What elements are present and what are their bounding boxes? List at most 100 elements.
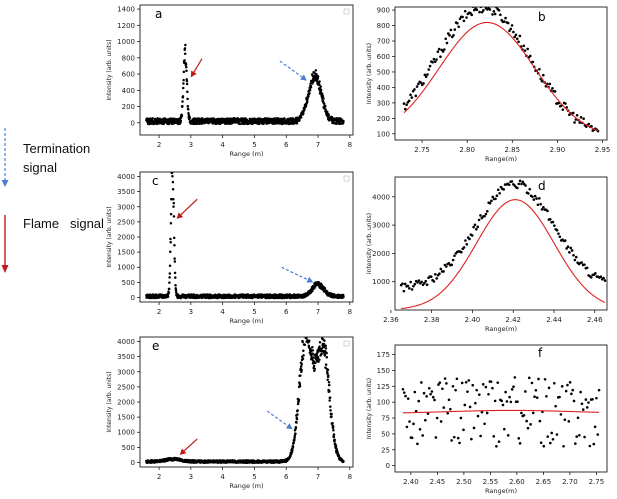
data-point	[330, 415, 333, 418]
x-tick-label: 2.70	[562, 478, 578, 486]
data-point	[464, 239, 467, 242]
termination-arrow-icon	[266, 410, 293, 430]
data-point	[299, 365, 303, 368]
y-tick-label: 900	[377, 7, 390, 15]
data-point	[171, 161, 174, 164]
data-point	[498, 192, 501, 195]
data-point	[463, 9, 467, 13]
data-point	[311, 345, 314, 349]
data-point	[325, 356, 329, 359]
data-point	[311, 349, 315, 352]
data-point	[305, 317, 308, 320]
data-point	[535, 197, 538, 200]
y-axis-label: Intensity (arb. units)	[366, 378, 373, 439]
y-tick-label: 500	[122, 279, 135, 287]
data-layer	[401, 376, 601, 448]
x-tick-label: 7	[316, 473, 320, 481]
data-point	[300, 370, 303, 374]
data-point	[422, 82, 425, 85]
data-point	[553, 224, 556, 227]
data-point	[317, 280, 320, 284]
legend-box	[343, 340, 350, 347]
data-point	[318, 80, 321, 83]
data-point	[172, 201, 176, 205]
data-point	[181, 86, 185, 90]
data-point	[480, 10, 484, 14]
data-point	[173, 260, 177, 263]
data-point	[442, 270, 445, 273]
data-point	[302, 333, 305, 336]
data-point	[180, 114, 184, 118]
data-point	[545, 395, 548, 398]
data-point	[567, 420, 571, 423]
data-point	[512, 30, 515, 34]
data-point	[302, 349, 305, 352]
data-point	[471, 383, 475, 387]
data-point	[518, 442, 522, 445]
x-tick-label: 2.75	[414, 146, 430, 154]
data-point	[407, 99, 411, 103]
data-point	[506, 434, 510, 437]
data-point	[452, 435, 456, 439]
x-tick-label: 2.40	[403, 478, 419, 486]
y-tick-label: 75	[381, 415, 390, 423]
data-point	[474, 401, 477, 405]
data-point	[331, 421, 334, 425]
fit-curve	[402, 409, 600, 414]
data-point	[327, 380, 331, 384]
data-point	[517, 182, 521, 186]
data-point	[505, 400, 509, 403]
y-tick-label: 4000	[117, 173, 135, 181]
y-tick-label: 4000	[372, 193, 390, 201]
y-tick-label: 1000	[117, 429, 135, 437]
data-point	[315, 353, 319, 357]
data-point	[548, 82, 552, 86]
data-point	[406, 397, 410, 400]
data-point	[412, 284, 415, 288]
data-point	[325, 110, 329, 114]
y-tick-label: 3000	[117, 203, 135, 211]
data-point	[591, 397, 594, 401]
x-tick-label: 5	[252, 308, 256, 316]
data-point	[538, 419, 542, 423]
data-point	[413, 390, 417, 394]
x-axis-label: Range(m)	[485, 325, 517, 333]
data-point	[540, 208, 544, 211]
data-point	[443, 48, 446, 51]
x-tick-label: 2.90	[550, 146, 566, 154]
data-point	[460, 381, 464, 385]
data-point	[456, 22, 459, 25]
data-point	[403, 282, 407, 286]
data-point	[484, 385, 488, 389]
data-point	[318, 358, 321, 361]
data-point	[594, 272, 597, 275]
data-point	[453, 254, 456, 258]
data-point	[449, 407, 452, 411]
data-point	[520, 182, 523, 186]
data-point	[525, 419, 528, 423]
data-point	[603, 279, 607, 282]
legend-box	[343, 175, 350, 182]
data-point	[438, 272, 441, 275]
data-point	[413, 282, 417, 286]
data-point	[476, 414, 480, 418]
data-point	[324, 347, 328, 350]
data-point	[421, 434, 424, 437]
data-point	[291, 448, 294, 452]
data-point	[518, 179, 522, 183]
y-tick-label: 600	[377, 53, 390, 61]
data-point	[408, 287, 411, 290]
data-point	[301, 340, 304, 344]
data-point	[418, 427, 422, 431]
y-tick-label: 500	[377, 68, 390, 76]
data-point	[491, 195, 495, 199]
y-tick-label: 100	[377, 130, 390, 138]
data-point	[572, 253, 575, 257]
data-point	[462, 246, 466, 249]
x-tick-label: 2.44	[546, 316, 562, 324]
y-tick-label: 2000	[117, 399, 135, 407]
data-point	[462, 428, 465, 432]
data-point	[515, 37, 519, 41]
data-point	[302, 112, 305, 115]
data-point	[470, 437, 473, 441]
